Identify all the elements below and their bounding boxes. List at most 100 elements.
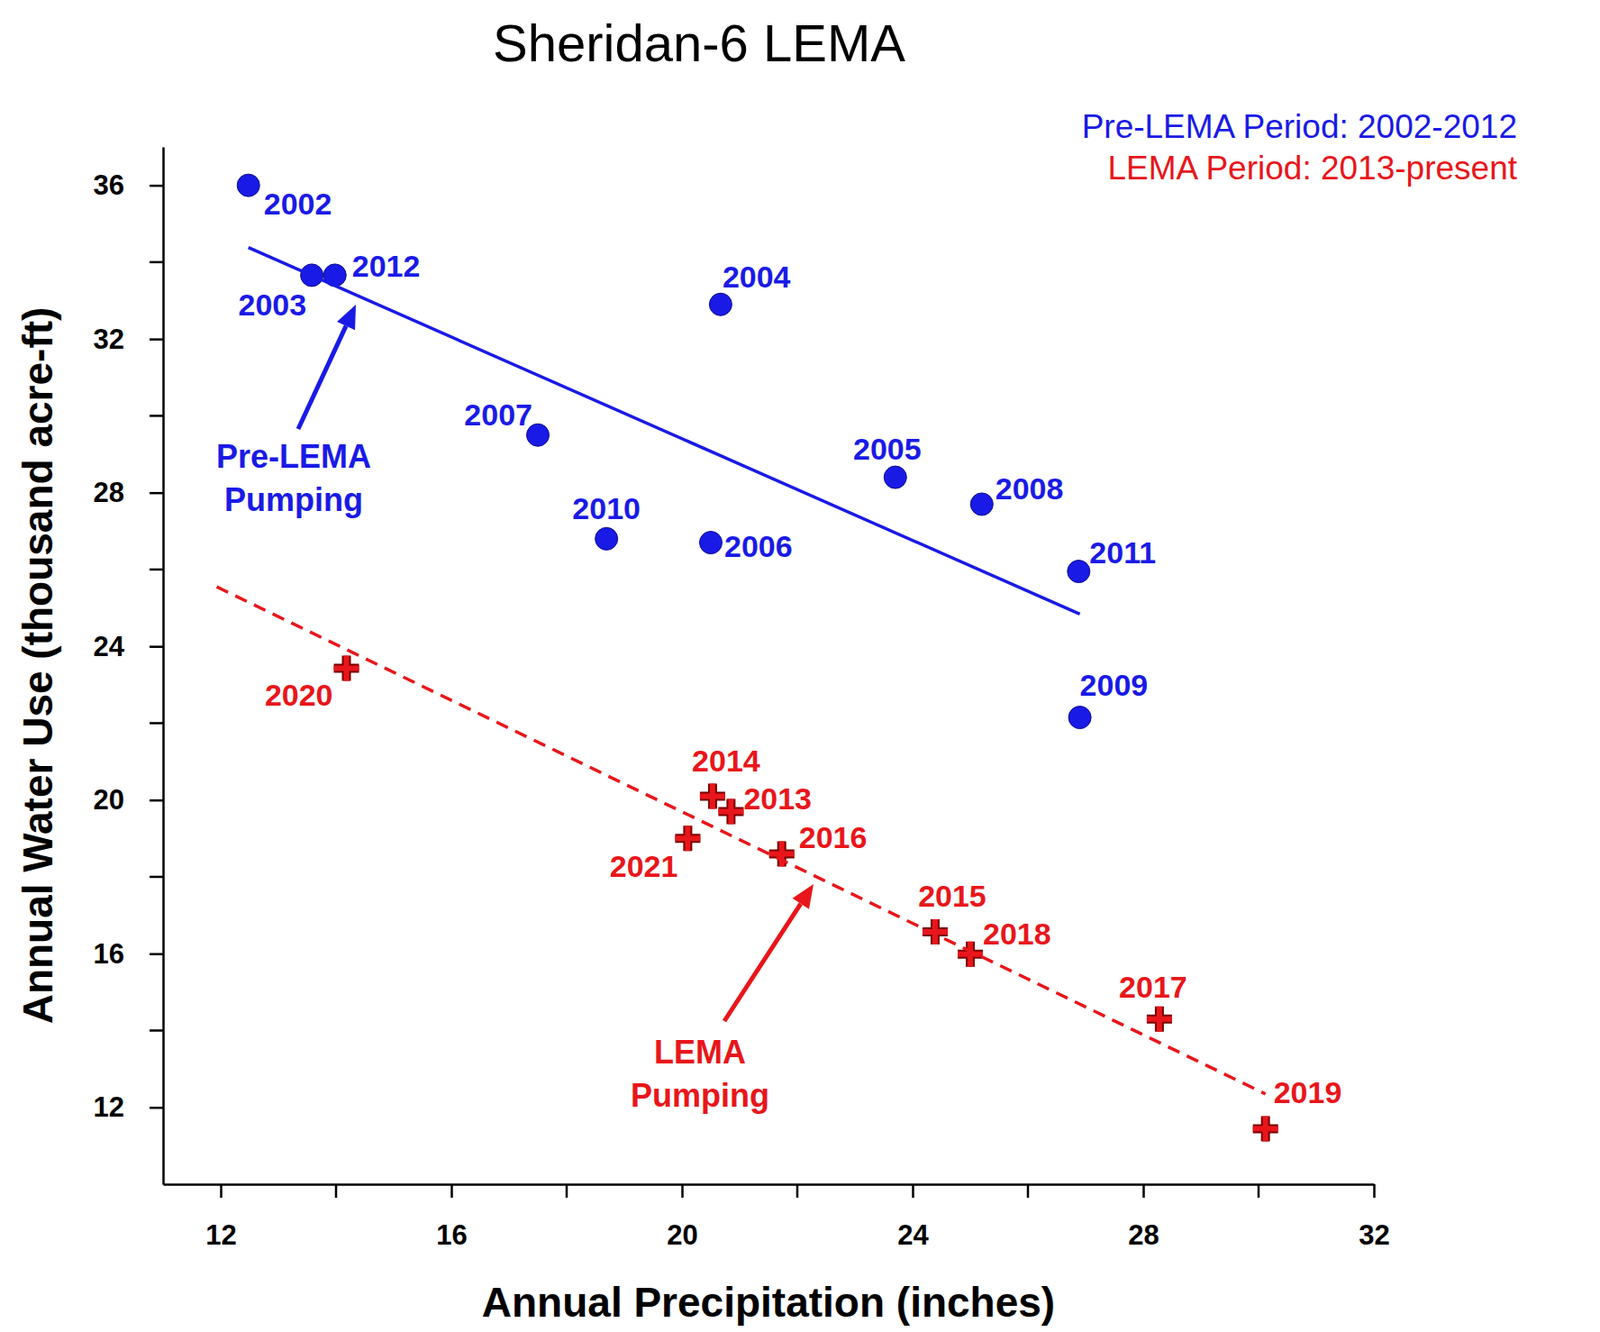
tick: 20 <box>666 1183 698 1251</box>
legend-entry: Pre-LEMA Period: 2002-2012 <box>1081 108 1518 146</box>
legend: Pre-LEMA Period: 2002-2012LEMA Period: 2… <box>1081 108 1519 187</box>
marker-outline <box>1253 1116 1279 1142</box>
marker-fill <box>769 840 795 866</box>
point <box>595 527 619 550</box>
point <box>883 465 907 489</box>
point-label: 2009 <box>1080 667 1149 702</box>
tick-label: 16 <box>93 937 125 970</box>
point-label: 2017 <box>1118 969 1188 1004</box>
minor-tick <box>1027 1183 1030 1198</box>
point-label: 2015 <box>918 878 987 913</box>
y-axis: 12 16 20 24 28 32 36 <box>93 147 164 1185</box>
point <box>236 173 260 197</box>
point-label: 2016 <box>799 819 868 855</box>
point-label: 2002 <box>263 186 333 221</box>
tick-mark <box>1142 1183 1146 1198</box>
tick-label: 28 <box>93 476 125 509</box>
point-label: 2013 <box>743 781 812 816</box>
point-label: 2011 <box>1089 535 1156 570</box>
marker-outline <box>922 918 948 945</box>
tick-mark <box>149 337 164 341</box>
minor-tick <box>335 1183 338 1198</box>
trend-line <box>248 247 1081 615</box>
tick-mark <box>149 799 164 802</box>
marker-fill <box>1253 1116 1279 1142</box>
minor-tick <box>565 1183 569 1198</box>
tick-mark <box>911 1183 915 1198</box>
point <box>1253 1116 1279 1142</box>
tick: 12 <box>93 1090 164 1123</box>
arrow-shaft <box>724 903 801 1021</box>
marker-fill <box>718 798 744 824</box>
point <box>970 492 993 516</box>
point <box>700 782 726 809</box>
tick-label: 24 <box>897 1218 929 1251</box>
marker-fill <box>922 918 948 945</box>
annotation: Pre-LEMAPumping <box>216 437 372 519</box>
minor-tick <box>149 414 164 418</box>
point-label: 2010 <box>572 490 641 526</box>
tick-label: 20 <box>93 783 125 816</box>
axis-line <box>162 147 165 1185</box>
point <box>674 825 700 851</box>
marker-fill <box>957 941 983 967</box>
tick-label: 32 <box>93 323 125 355</box>
marker-outline <box>718 798 744 824</box>
point-label: 2012 <box>352 248 421 283</box>
tick: 24 <box>897 1183 929 1251</box>
marker-outline <box>674 825 700 851</box>
point <box>769 840 795 866</box>
tick: 32 <box>1358 1183 1390 1251</box>
x-axis-title: Annual Precipitation (inches) <box>481 1278 1055 1326</box>
marker-outline <box>334 654 360 681</box>
point-label: 2007 <box>463 397 533 432</box>
point-label: 2014 <box>691 743 761 778</box>
minor-tick <box>1257 1183 1261 1198</box>
minor-tick <box>149 721 164 725</box>
tick: 28 <box>1127 1183 1159 1251</box>
marker-outline <box>700 782 726 809</box>
point-label: 2020 <box>264 677 334 712</box>
marker-fill <box>700 782 726 809</box>
tick-mark <box>149 184 164 188</box>
arrow-head <box>792 883 814 910</box>
tick-label: 20 <box>666 1218 698 1251</box>
tick-label: 36 <box>93 169 125 201</box>
tick-label: 28 <box>1127 1218 1159 1251</box>
point-label: 2008 <box>995 471 1064 506</box>
tick-mark <box>219 1183 223 1198</box>
tick-mark <box>149 491 164 495</box>
tick-mark <box>450 1183 454 1198</box>
point-label: 2006 <box>724 528 793 564</box>
tick: 24 <box>93 630 164 663</box>
tick-label: 12 <box>93 1090 125 1123</box>
legend-entry: LEMA Period: 2013-present <box>1107 149 1518 187</box>
annotation: LEMAPumping <box>630 1033 770 1114</box>
minor-tick <box>149 875 164 879</box>
point-labels: 2002200320122004200720102006200520082011… <box>237 186 1342 1110</box>
marker-outline <box>957 941 983 967</box>
minor-tick <box>796 1183 800 1198</box>
marker-fill <box>1146 1006 1173 1032</box>
axis-line <box>163 1182 1375 1186</box>
tick-mark <box>681 1183 684 1198</box>
point-label: 2003 <box>237 287 307 322</box>
point <box>1067 560 1091 583</box>
marker-fill <box>674 825 700 851</box>
point <box>709 292 732 316</box>
point-label: 2019 <box>1273 1074 1343 1110</box>
tick: 12 <box>205 1183 237 1251</box>
point-label: 2004 <box>722 259 791 294</box>
point <box>700 531 723 555</box>
arrow-head <box>336 304 356 330</box>
tick: 32 <box>93 323 164 355</box>
marker-outline <box>1146 1006 1173 1032</box>
arrow-shaft <box>298 326 346 429</box>
trend-line <box>217 586 1266 1094</box>
tick-mark <box>149 645 164 648</box>
point-label: 2018 <box>982 916 1052 951</box>
marker-outline <box>769 840 795 866</box>
minor-tick <box>149 1028 164 1032</box>
point <box>1068 706 1091 729</box>
plot-area <box>217 173 1279 1141</box>
